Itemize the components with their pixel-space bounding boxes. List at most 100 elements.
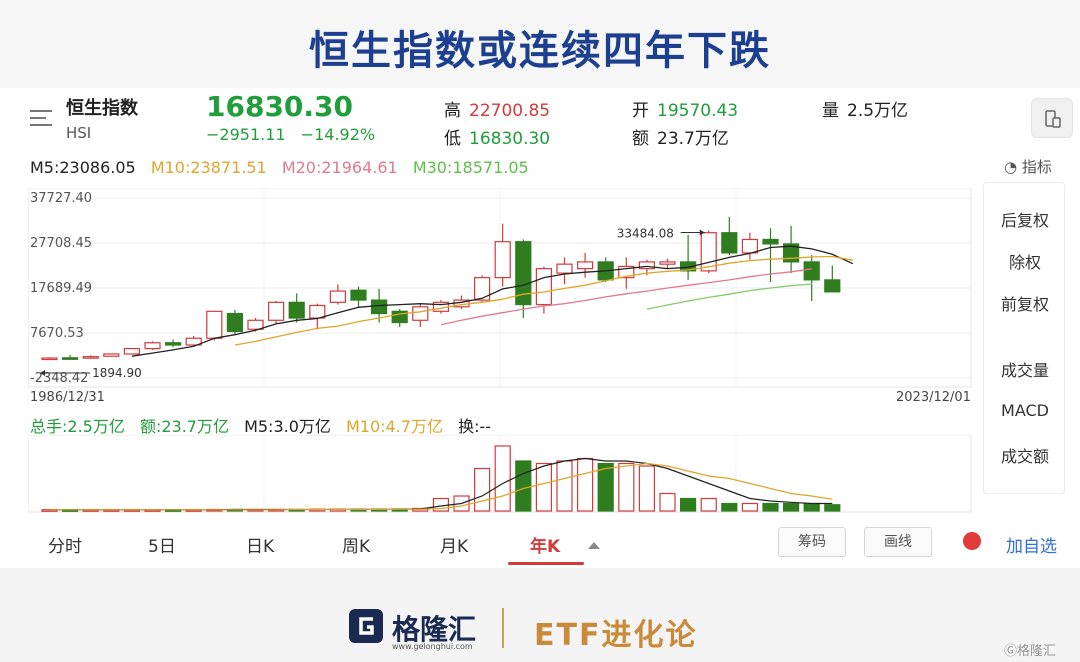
side-item-forward-adjust[interactable]: 前复权: [1000, 295, 1049, 314]
candle: [700, 232, 717, 272]
indicator-label: 指标: [1021, 158, 1052, 176]
tab-intraday[interactable]: 分时: [48, 537, 82, 557]
side-item-turnover-amount[interactable]: 成交额: [1000, 447, 1049, 466]
ma-line-m20: [440, 268, 812, 326]
change-value: −2951.11: [206, 125, 286, 144]
volume-bar: [494, 445, 511, 512]
volume-chart[interactable]: [28, 435, 972, 513]
candle: [721, 232, 738, 254]
ma-line-m5: [131, 245, 854, 357]
low-annotation-arrowhead: [40, 369, 46, 376]
volume-bar: [618, 462, 635, 512]
tab-monthly-k[interactable]: 月K: [440, 537, 469, 557]
brand-name: ETF进化论: [534, 618, 698, 653]
candle: [659, 261, 676, 265]
volume-legend: 总手:2.5万亿 额:23.7万亿 M5:3.0万亿 M10:4.7万亿 换:-…: [30, 413, 501, 437]
low-annotation: 1894.90: [92, 366, 142, 380]
open-field: 开 19570.43: [632, 96, 738, 121]
side-item-backward-adjust[interactable]: 后复权: [1000, 211, 1049, 230]
low-field: 低 16830.30: [444, 124, 550, 149]
side-item-ex-rights[interactable]: 除权: [1008, 253, 1041, 272]
volume-bar: [597, 462, 614, 512]
candle: [391, 310, 408, 324]
side-item-volume[interactable]: 成交量: [1000, 361, 1049, 380]
caret-up-icon[interactable]: [588, 542, 600, 549]
tab-5day[interactable]: 5日: [148, 537, 176, 557]
candle: [165, 342, 182, 346]
volume-m5: M5:3.0万亿: [244, 417, 331, 436]
candle: [371, 299, 388, 315]
watermark: Ⓖ格隆汇: [1004, 640, 1056, 659]
volume-bar: [762, 502, 779, 512]
candle: [535, 268, 552, 306]
period-tabs: 分时 5日 日K 周K 月K 年K 筹码 画线 加自选: [0, 520, 1080, 568]
y-tick-label: 7670.53: [30, 326, 84, 341]
footer: 格隆汇 www.gelonghui.com ETF进化论: [0, 568, 1080, 662]
candle: [638, 261, 656, 270]
high-label: 高: [444, 101, 461, 121]
turnover: 换:--: [458, 417, 492, 436]
volume-m10: M10:4.7万亿: [345, 417, 443, 436]
menu-icon[interactable]: [30, 110, 52, 126]
amount-field: 额 23.7万亿: [632, 124, 729, 149]
candle: [206, 310, 223, 339]
draw-line-button[interactable]: 画线: [864, 527, 932, 557]
volume-bar: [659, 492, 676, 512]
candle: [247, 319, 264, 330]
landscape-toggle-button[interactable]: [1031, 98, 1073, 138]
footer-divider: [502, 608, 504, 648]
candle: [576, 261, 594, 270]
candle: [61, 357, 79, 360]
last-price: 16830.30: [206, 90, 354, 123]
candle: [824, 279, 841, 293]
volume-bar: [638, 465, 656, 512]
amount-value: 23.7万亿: [657, 129, 729, 149]
candle: [618, 265, 635, 279]
candle: [309, 304, 326, 319]
side-menu: 后复权 除权 前复权 成交量 MACD 成交额: [983, 182, 1065, 494]
candle: [474, 277, 491, 301]
chips-button[interactable]: 筹码: [778, 527, 846, 557]
volume-label: 量: [822, 101, 839, 121]
price-change: −2951.11 −14.92%: [206, 125, 375, 144]
tab-daily-k[interactable]: 日K: [246, 537, 275, 557]
phone-rotate-icon: [1045, 110, 1061, 128]
amount-label: 额: [632, 129, 649, 149]
high-field: 高 22700.85: [444, 96, 550, 121]
volume-bar: [721, 502, 738, 512]
ma10-value: M10:23871.51: [150, 158, 267, 177]
volume-total: 总手:2.5万亿: [30, 417, 125, 436]
side-item-macd[interactable]: MACD: [1001, 401, 1049, 420]
candle: [515, 241, 532, 306]
candlestick-chart[interactable]: 37727.4027708.4517689.497670.53-2348.423…: [28, 188, 972, 388]
banner: 恒生指数或连续四年下跌: [0, 0, 1080, 88]
ma5-value: M5:23086.05: [30, 158, 136, 177]
ma30-value: M30:18571.05: [412, 158, 529, 177]
candle: [556, 263, 573, 274]
record-dot-icon: [963, 532, 981, 550]
candle: [679, 261, 697, 272]
indicator-button[interactable]: ◔ 指标: [1004, 156, 1052, 177]
add-watchlist-button[interactable]: 加自选: [1006, 537, 1057, 557]
active-tab-indicator: [508, 562, 584, 565]
candle: [782, 243, 800, 263]
candle: [803, 261, 820, 281]
ma20-value: M20:21964.61: [281, 158, 398, 177]
low-label: 低: [444, 129, 461, 149]
index-name: 恒生指数: [66, 98, 138, 119]
x-start-label: 1986/12/31: [30, 390, 105, 405]
candle: [144, 342, 161, 350]
tab-yearly-k[interactable]: 年K: [530, 537, 561, 557]
volume-m10-line: [49, 462, 833, 511]
banner-title: 恒生指数或连续四年下跌: [309, 28, 771, 74]
tab-weekly-k[interactable]: 周K: [342, 537, 371, 557]
candle: [41, 357, 58, 361]
candle: [762, 238, 779, 245]
open-label: 开: [632, 101, 649, 121]
high-annotation: 33484.08: [617, 226, 674, 240]
y-tick-label: 27708.45: [30, 236, 92, 251]
volume-bar: [679, 497, 697, 512]
candle: [494, 241, 511, 279]
open-value: 19570.43: [657, 101, 739, 121]
y-tick-label: 17689.49: [30, 281, 92, 296]
